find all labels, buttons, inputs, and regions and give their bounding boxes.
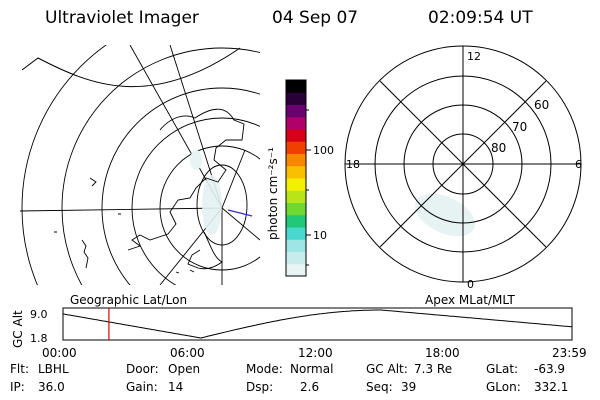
image-date: 04 Sep 07 — [272, 8, 359, 28]
right-map-caption: Apex MLat/MLT — [425, 293, 515, 307]
colorbar-tick-10: 10 — [313, 229, 327, 242]
colorbar-cell — [286, 92, 306, 105]
colorbar-cell — [286, 263, 306, 277]
colorbar-cell — [286, 104, 306, 118]
mlat-label-70: 70 — [512, 120, 527, 134]
colorbar-tick-100: 100 — [313, 144, 334, 157]
colorbar-unit-label: photon cm⁻²s⁻¹ — [266, 147, 280, 240]
seq-value: 39 — [401, 380, 417, 394]
colorbar-cell — [286, 178, 306, 191]
filter-label: Flt: — [10, 362, 29, 376]
altitude-xtick-3: 18:00 — [425, 346, 460, 360]
altitude-ytick-bottom: 1.8 — [30, 332, 48, 345]
ip-value: 36.0 — [38, 380, 65, 394]
mode-value: Normal — [290, 362, 334, 376]
glon-label: GLon: — [486, 380, 521, 394]
dsp-value: 2.6 — [300, 380, 320, 394]
altitude-plot: GC Alt 9.0 1.8 00:00 06:00 12:00 18:00 2… — [11, 307, 587, 360]
gain-value: 14 — [168, 380, 184, 394]
mlat-label-60: 60 — [534, 98, 549, 112]
gcalt-label: GC Alt: — [366, 362, 408, 376]
gcalt-value: 7.3 Re — [414, 362, 453, 376]
geographic-map — [20, 45, 260, 285]
colorbar-cell — [286, 251, 306, 265]
mlt-label-left: 18 — [346, 158, 360, 171]
magnetic-polar-plot: 12 0 18 6 60 70 80 — [344, 45, 582, 291]
mlat-label-80: 80 — [491, 141, 506, 155]
gain-label: Gain: — [126, 380, 158, 394]
colorbar-cell — [286, 129, 306, 142]
filter-value: LBHL — [38, 362, 69, 376]
door-value: Open — [168, 362, 201, 376]
colorbar-cell — [286, 153, 306, 167]
altitude-curve — [62, 309, 573, 339]
mlt-label-bottom: 0 — [467, 278, 474, 291]
altitude-ylabel: GC Alt — [11, 310, 25, 348]
glon-value: 332.1 — [534, 380, 569, 394]
colorbar-cell — [286, 239, 306, 252]
colorbar-cell — [286, 202, 306, 216]
colorbar-cell — [286, 80, 306, 93]
glat-value: -63.9 — [534, 362, 566, 376]
seq-label: Seq: — [366, 380, 393, 394]
colorbar-cell — [286, 214, 306, 228]
colorbar-cell — [286, 227, 306, 240]
glat-label: GLat: — [486, 362, 519, 376]
mode-label: Mode: — [246, 362, 283, 376]
colorbar-cell — [286, 116, 306, 130]
altitude-xtick-2: 12:00 — [298, 346, 333, 360]
colorbar-cell — [286, 190, 306, 203]
colorbar-cell — [286, 165, 306, 179]
altitude-xtick-1: 06:00 — [170, 346, 205, 360]
door-label: Door: — [126, 362, 159, 376]
altitude-xtick-0: 00:00 — [42, 346, 77, 360]
mlt-label-right: 6 — [575, 158, 582, 171]
dsp-label: Dsp: — [246, 380, 274, 394]
colorbar-cell — [286, 141, 306, 154]
colorbar: 100 10 photon cm⁻²s⁻¹ — [266, 79, 334, 277]
left-map-caption: Geographic Lat/Lon — [70, 293, 187, 307]
instrument-title: Ultraviolet Imager — [45, 8, 199, 28]
image-time: 02:09:54 UT — [428, 8, 533, 28]
ip-label: IP: — [10, 380, 25, 394]
altitude-xtick-4: 23:59 — [552, 346, 587, 360]
altitude-ytick-top: 9.0 — [30, 308, 48, 321]
mlt-label-top: 12 — [467, 50, 481, 63]
